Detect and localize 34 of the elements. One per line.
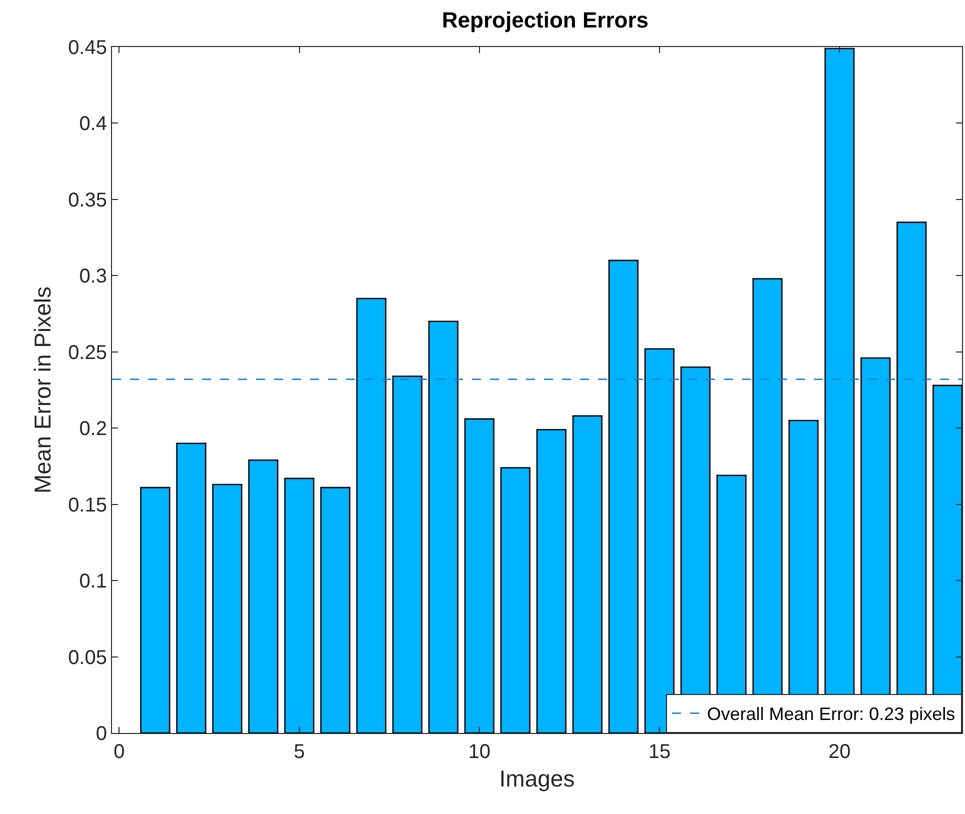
bar: [284, 478, 314, 733]
bar: [356, 298, 386, 733]
bar: [320, 486, 350, 733]
bar: [140, 486, 170, 733]
y-tick-label: 0.4: [79, 113, 107, 136]
bar: [572, 415, 602, 733]
bar: [464, 418, 494, 733]
y-tick-label: 0.45: [68, 37, 107, 59]
y-tick-label: 0.25: [68, 342, 107, 364]
bar: [176, 442, 206, 733]
bar: [608, 260, 638, 733]
chart-title: Reprojection Errors: [442, 8, 649, 33]
y-tick-label: 0.3: [79, 266, 107, 288]
bar: [212, 484, 242, 733]
x-tick-label: 10: [468, 741, 490, 763]
y-tick-label: 0.1: [79, 570, 107, 593]
y-tick-label: 0.35: [68, 189, 107, 212]
bar: [644, 348, 675, 733]
y-tick-label: 0: [96, 723, 107, 745]
x-tick-label: 20: [828, 741, 851, 763]
bar: [428, 320, 458, 733]
bar: [536, 428, 566, 733]
x-tick-label: 5: [294, 741, 305, 763]
x-tick-label: 15: [648, 741, 671, 763]
y-tick-label: 0.2: [79, 418, 107, 440]
x-tick-label: 0: [114, 741, 125, 763]
bar: [392, 376, 422, 733]
y-tick-label: 0.15: [68, 494, 107, 516]
x-axis-title: Images: [499, 766, 575, 792]
y-axis-title: Mean Error in Pixels: [30, 286, 56, 494]
bar: [500, 467, 530, 733]
legend-label: Overall Mean Error: 0.23 pixels: [707, 704, 956, 724]
y-tick-label: 0.05: [68, 646, 107, 669]
bar: [248, 459, 278, 733]
